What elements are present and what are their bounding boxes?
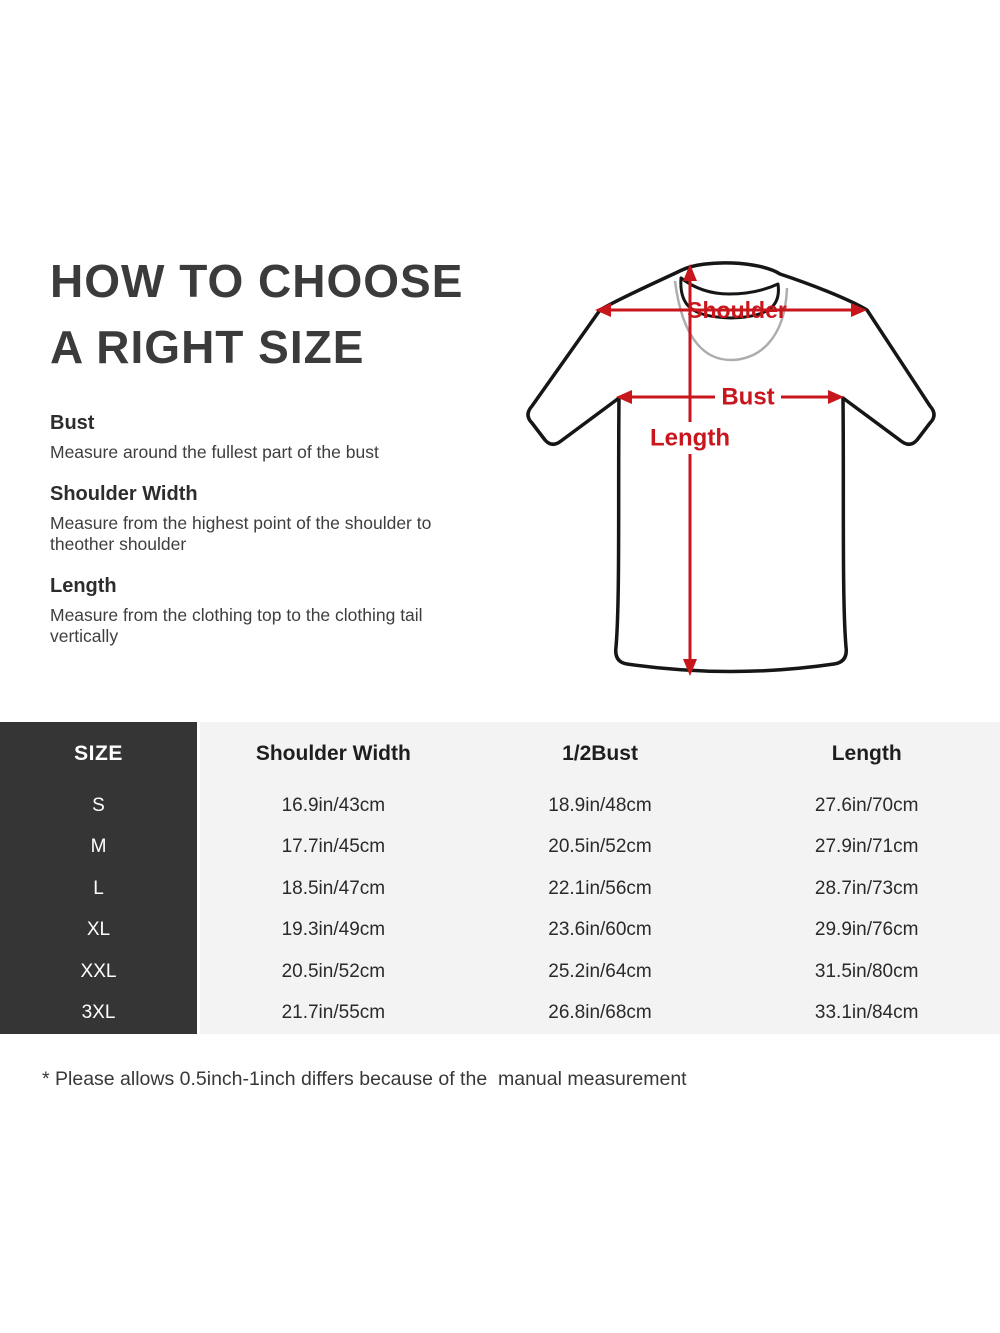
table-cell: 18.5in/47cm — [281, 877, 386, 899]
table-cell: 28.7in/73cm — [814, 877, 919, 899]
guide-desc-bust: Measure around the fullest part of the b… — [50, 442, 379, 462]
size-table: SIZE S M L XL XXL 3XL Shoulder Width 1/2… — [0, 722, 1000, 1034]
guide-heading-length: Length — [50, 574, 117, 597]
size-table-header-size: SIZE — [74, 741, 123, 765]
measurement-guide: Bust Measure around the fullest part of … — [50, 412, 462, 667]
bust-arrowhead-left — [616, 390, 632, 404]
table-cell: 26.8in/68cm — [548, 1002, 652, 1024]
length-label: Length — [650, 425, 730, 452]
size-label-l: L — [93, 877, 104, 899]
measurement-footnote: * Please allows 0.5inch-1inch differs be… — [42, 1068, 687, 1090]
table-cell: 17.7in/45cm — [281, 836, 386, 858]
table-cell: 21.7in/55cm — [281, 1002, 386, 1024]
table-cell: 19.3in/49cm — [281, 919, 386, 941]
size-label-3xl: 3XL — [81, 1002, 116, 1024]
size-label-xl: XL — [86, 919, 111, 941]
table-cell: 33.1in/84cm — [814, 1002, 919, 1024]
size-table-header-shoulder-width: Shoulder Width — [255, 741, 411, 765]
tshirt-outline — [526, 261, 936, 674]
size-table-header-half-bust: 1/2Bust — [562, 741, 638, 765]
table-cell: 25.2in/64cm — [548, 960, 652, 982]
table-cell: 18.9in/48cm — [548, 794, 652, 816]
shoulder-arrowhead-right — [851, 303, 867, 317]
guide-desc-shoulder-width: Measure from the highest point of the sh… — [50, 512, 432, 555]
bust-arrowhead-right — [828, 390, 844, 404]
collar-shadow-arc — [673, 280, 789, 362]
table-cell: 20.5in/52cm — [548, 836, 652, 858]
tshirt-measurement-diagram: Shoulder Bust Length — [505, 248, 960, 693]
table-row-m: 17.7in/45cm 20.5in/52cm 27.9in/71cm — [200, 827, 1000, 869]
guide-section-bust: Bust Measure around the fullest part of … — [50, 412, 462, 464]
table-cell: 22.1in/56cm — [548, 877, 652, 899]
size-label-m: M — [90, 836, 107, 858]
length-arrowhead-bottom — [683, 659, 697, 676]
page-title-line-1: HOW TO CHOOSE — [50, 255, 464, 307]
shoulder-label: Shoulder — [687, 297, 787, 323]
bust-label: Bust — [721, 384, 774, 411]
guide-section-length: Length Measure from the clothing top to … — [50, 575, 462, 648]
length-arrowhead-top — [683, 264, 697, 281]
table-cell: 31.5in/80cm — [814, 960, 919, 982]
table-row-3xl: 21.7in/55cm 26.8in/68cm 33.1in/84cm — [200, 993, 1000, 1035]
collar-opening — [679, 276, 780, 320]
table-cell: 23.6in/60cm — [548, 919, 652, 941]
guide-heading-bust: Bust — [50, 412, 95, 434]
size-table-header-length: Length — [831, 741, 902, 765]
table-row-xxl: 20.5in/52cm 25.2in/64cm 31.5in/80cm — [200, 951, 1000, 993]
size-table-values-area: Shoulder Width 1/2Bust Length 16.9in/43c… — [200, 722, 1000, 1034]
shoulder-arrowhead-left — [595, 303, 611, 317]
table-cell: 27.6in/70cm — [814, 794, 919, 816]
table-cell: 27.9in/71cm — [814, 836, 919, 858]
table-cell: 29.9in/76cm — [814, 919, 919, 941]
page-title-line-2: A RIGHT SIZE — [50, 321, 365, 373]
table-row-s: 16.9in/43cm 18.9in/48cm 27.6in/70cm — [200, 785, 1000, 827]
size-label-s: S — [92, 794, 105, 816]
size-table-size-column: SIZE S M L XL XXL 3XL — [0, 722, 197, 1034]
table-row-l: 18.5in/47cm 22.1in/56cm 28.7in/73cm — [200, 868, 1000, 910]
guide-desc-length: Measure from the clothing top to the clo… — [50, 604, 423, 647]
tshirt-diagram-svg: Shoulder Bust Length — [526, 261, 936, 676]
guide-heading-shoulder-width: Shoulder Width — [50, 482, 198, 505]
size-label-xxl: XXL — [80, 960, 117, 982]
length-label-background — [651, 422, 729, 454]
guide-section-shoulder-width: Shoulder Width Measure from the highest … — [50, 483, 462, 556]
table-cell: 20.5in/52cm — [281, 960, 386, 982]
page-title: HOW TO CHOOSE A RIGHT SIZE — [50, 248, 463, 380]
size-table-header-row: Shoulder Width 1/2Bust Length — [200, 722, 1000, 785]
table-row-xl: 19.3in/49cm 23.6in/60cm 29.9in/76cm — [200, 910, 1000, 952]
table-cell: 16.9in/43cm — [281, 794, 386, 816]
